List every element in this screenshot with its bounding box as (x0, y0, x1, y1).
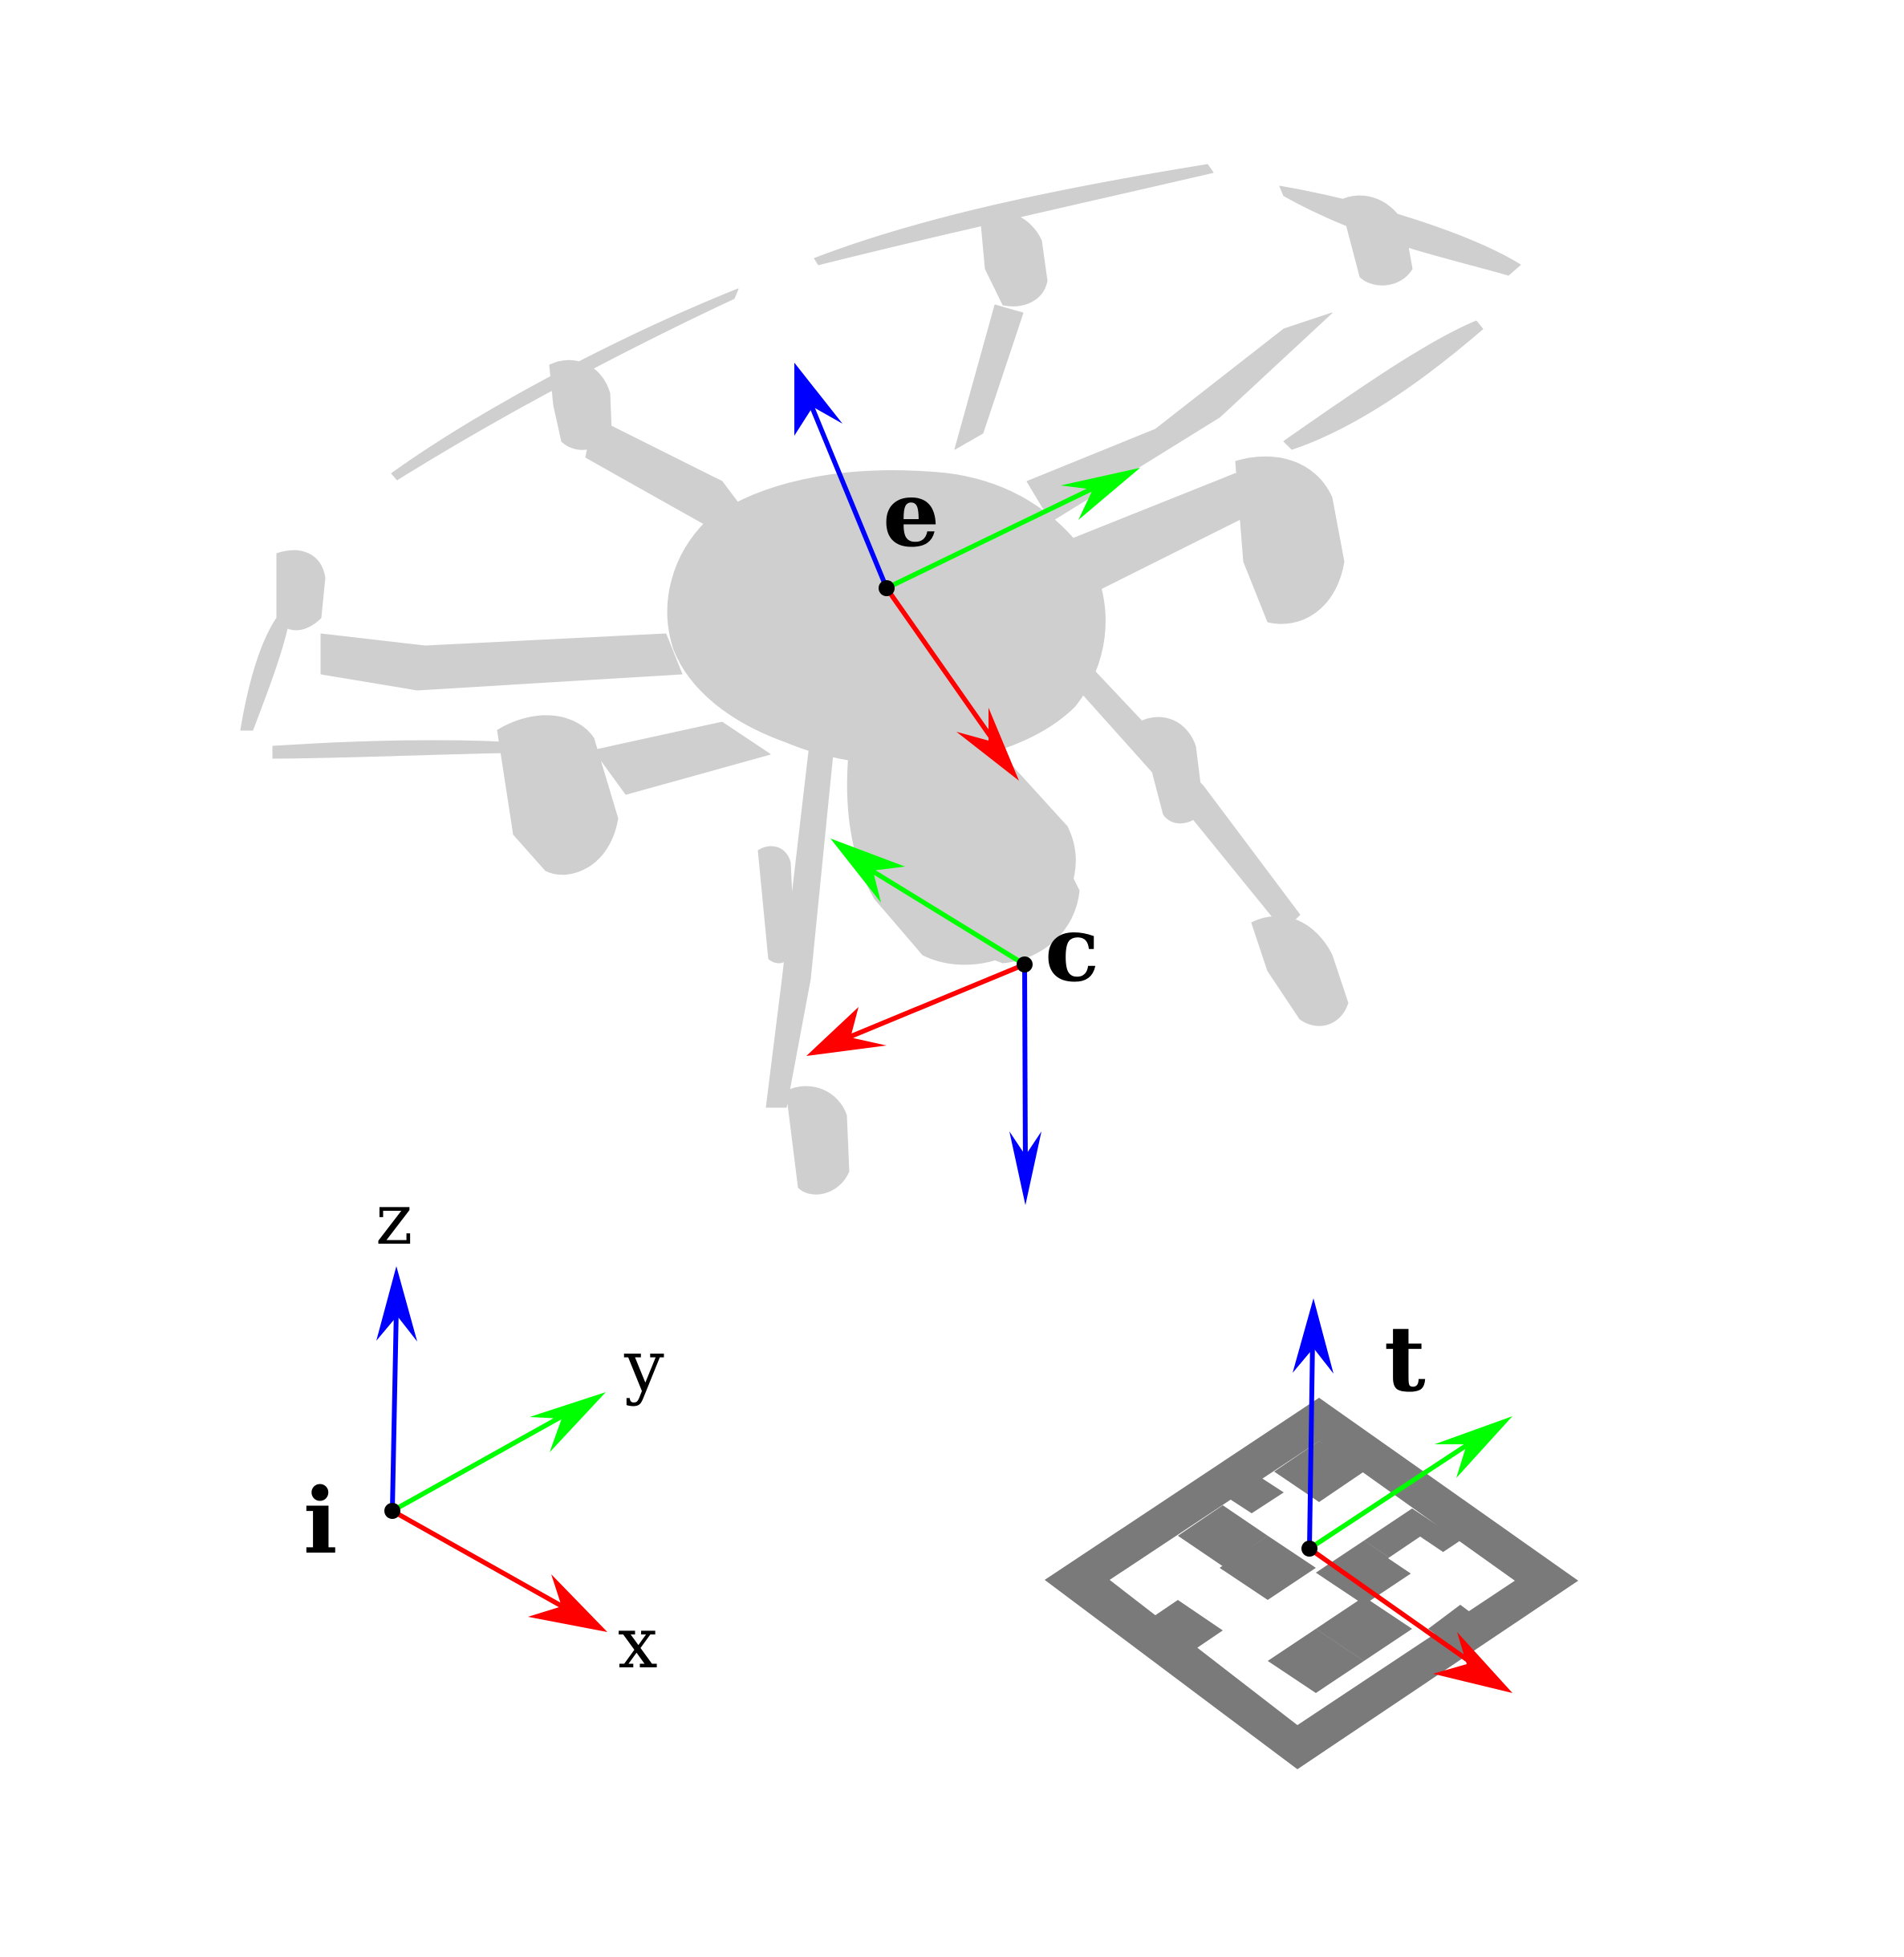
drone-silhouette-icon (240, 164, 1521, 1195)
frame-e: e (794, 363, 1140, 781)
frame-e-x-arrowhead (956, 708, 1019, 781)
frame-e-y-arrowhead (1061, 468, 1140, 520)
frame-t-y-axis (1308, 1434, 1482, 1551)
frame-c-z-arrowhead (1009, 1131, 1041, 1205)
frame-i: i z y x (303, 1178, 664, 1684)
frame-e-origin-dot (879, 580, 895, 596)
frame-i-z-arrowhead (376, 1266, 417, 1342)
frame-c-x-axis (837, 962, 1026, 1044)
frame-c-x-arrowhead (806, 1007, 887, 1056)
frame-t-z-axis (1307, 1335, 1315, 1549)
frame-c-label: c (1045, 897, 1099, 1002)
frame-t-origin-dot (1301, 1541, 1317, 1557)
frame-i-origin-dot (384, 1503, 400, 1519)
frame-e-y-axis (885, 479, 1109, 591)
frame-e-label: e (883, 462, 940, 567)
axis-label-y: y (623, 1325, 664, 1407)
frame-c-y-arrowhead (830, 838, 905, 903)
frame-t-label: t (1384, 1307, 1426, 1412)
frame-c-y-axis (857, 860, 1026, 967)
frame-t-x-axis (1308, 1546, 1482, 1671)
fiducial-marker-icon (1045, 1398, 1578, 1769)
frame-t-x-arrowhead (1433, 1632, 1512, 1693)
frame-t-y-arrowhead (1435, 1416, 1512, 1478)
frame-e-x-axis (884, 587, 1005, 756)
frame-i-label: i (303, 1469, 338, 1574)
frame-e-z-axis (803, 390, 889, 590)
axis-label-z: z (376, 1178, 412, 1261)
frame-c: c (806, 838, 1099, 1205)
axis-label-x: x (618, 1602, 658, 1684)
frame-e-z-arrowhead (794, 363, 842, 436)
frame-i-z-axis (390, 1307, 399, 1512)
frame-c-origin-dot (1017, 956, 1033, 972)
frame-i-y-arrowhead (530, 1392, 606, 1452)
frame-t: t (1293, 1298, 1512, 1693)
frame-i-x-axis (391, 1508, 575, 1615)
frame-i-x-arrowhead (528, 1574, 607, 1632)
frame-t-z-arrowhead (1293, 1298, 1334, 1374)
frame-i-y-axis (391, 1407, 575, 1513)
